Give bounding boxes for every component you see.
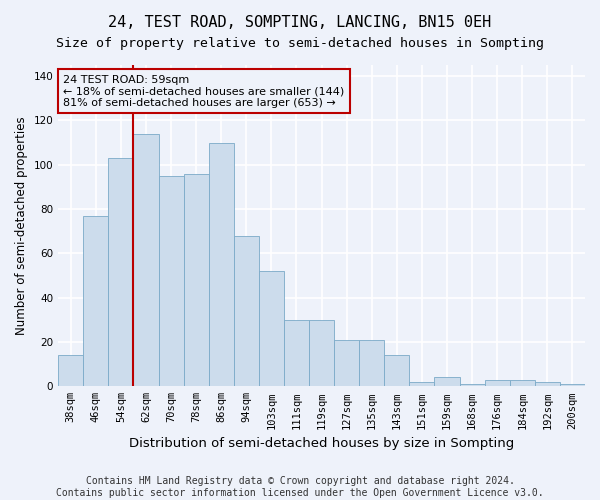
- Bar: [234, 236, 259, 386]
- Bar: [309, 320, 334, 386]
- Text: 24, TEST ROAD, SOMPTING, LANCING, BN15 0EH: 24, TEST ROAD, SOMPTING, LANCING, BN15 0…: [109, 15, 491, 30]
- Bar: [535, 382, 560, 386]
- Bar: [434, 378, 460, 386]
- Bar: [133, 134, 158, 386]
- Bar: [58, 356, 83, 386]
- Text: 24 TEST ROAD: 59sqm
← 18% of semi-detached houses are smaller (144)
81% of semi-: 24 TEST ROAD: 59sqm ← 18% of semi-detach…: [64, 74, 344, 108]
- X-axis label: Distribution of semi-detached houses by size in Sompting: Distribution of semi-detached houses by …: [129, 437, 514, 450]
- Bar: [259, 271, 284, 386]
- Bar: [83, 216, 109, 386]
- Bar: [158, 176, 184, 386]
- Bar: [560, 384, 585, 386]
- Bar: [184, 174, 209, 386]
- Bar: [109, 158, 133, 386]
- Text: Size of property relative to semi-detached houses in Sompting: Size of property relative to semi-detach…: [56, 38, 544, 51]
- Bar: [510, 380, 535, 386]
- Bar: [485, 380, 510, 386]
- Bar: [334, 340, 359, 386]
- Bar: [284, 320, 309, 386]
- Bar: [209, 142, 234, 386]
- Bar: [385, 356, 409, 386]
- Bar: [359, 340, 385, 386]
- Y-axis label: Number of semi-detached properties: Number of semi-detached properties: [15, 116, 28, 335]
- Bar: [409, 382, 434, 386]
- Bar: [460, 384, 485, 386]
- Text: Contains HM Land Registry data © Crown copyright and database right 2024.
Contai: Contains HM Land Registry data © Crown c…: [56, 476, 544, 498]
